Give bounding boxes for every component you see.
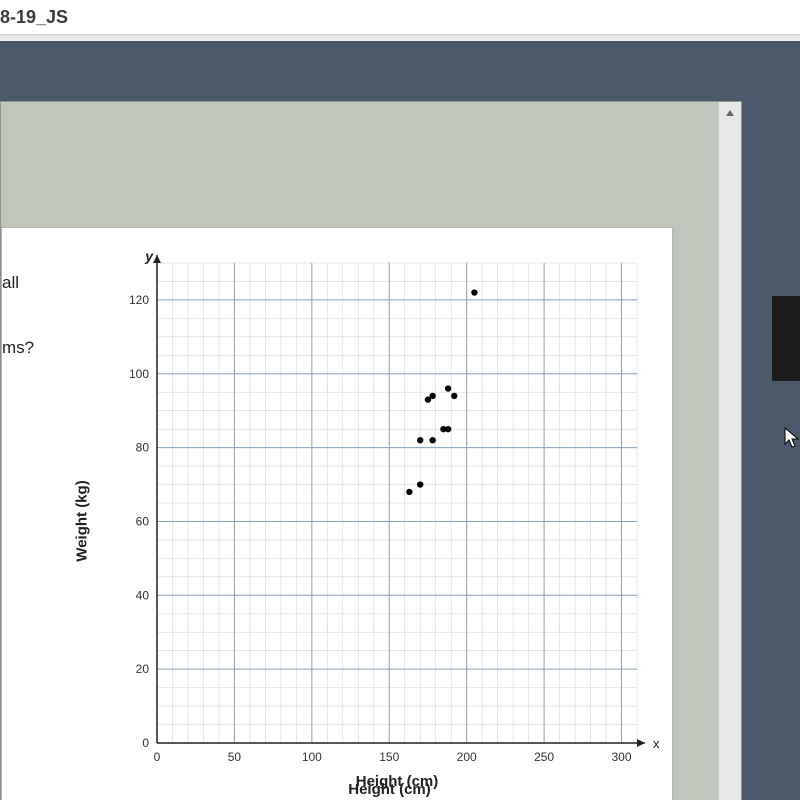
document-title-fragment: 8-19_JS: [0, 7, 68, 28]
x-axis-label: Height (cm): [117, 781, 662, 798]
svg-text:50: 50: [228, 750, 242, 764]
question-fragment-2: ms?: [2, 338, 34, 358]
svg-text:100: 100: [302, 750, 322, 764]
svg-text:40: 40: [136, 588, 150, 602]
svg-text:0: 0: [154, 750, 161, 764]
question-fragment-1: all: [2, 273, 19, 293]
document-title-bar: 8-19_JS: [0, 0, 800, 35]
svg-text:y: y: [144, 248, 154, 264]
vertical-scrollbar[interactable]: [718, 102, 741, 800]
svg-text:20: 20: [136, 662, 150, 676]
svg-text:200: 200: [457, 750, 477, 764]
mouse-cursor-icon: [784, 427, 800, 451]
dark-side-block: [772, 296, 800, 381]
svg-text:120: 120: [129, 293, 149, 307]
svg-text:250: 250: [534, 750, 554, 764]
svg-text:80: 80: [136, 441, 150, 455]
scroll-up-arrow-icon[interactable]: [719, 102, 741, 124]
chart-panel: all ms? Weight (kg) 0 50 100 150 200 250 300 0 2…: [1, 227, 673, 800]
scatter-chart: Weight (kg) 0501001502002503000204060801…: [117, 243, 662, 798]
svg-text:100: 100: [129, 367, 149, 381]
desktop-background: all ms? Weight (kg) 0 50 100 150 200 250 300 0 2…: [0, 41, 800, 800]
content-window: all ms? Weight (kg) 0 50 100 150 200 250 300 0 2…: [0, 101, 742, 800]
svg-text:x: x: [653, 736, 660, 751]
y-axis-label: Weight (kg): [74, 480, 91, 561]
chart-svg: 0 50 100 150 200 250 300 0 20 40 60 80 100 120 x y Heigh…: [117, 243, 662, 798]
svg-text:0: 0: [142, 736, 149, 750]
svg-text:150: 150: [379, 750, 399, 764]
svg-text:300: 300: [612, 750, 632, 764]
svg-text:60: 60: [136, 514, 150, 528]
